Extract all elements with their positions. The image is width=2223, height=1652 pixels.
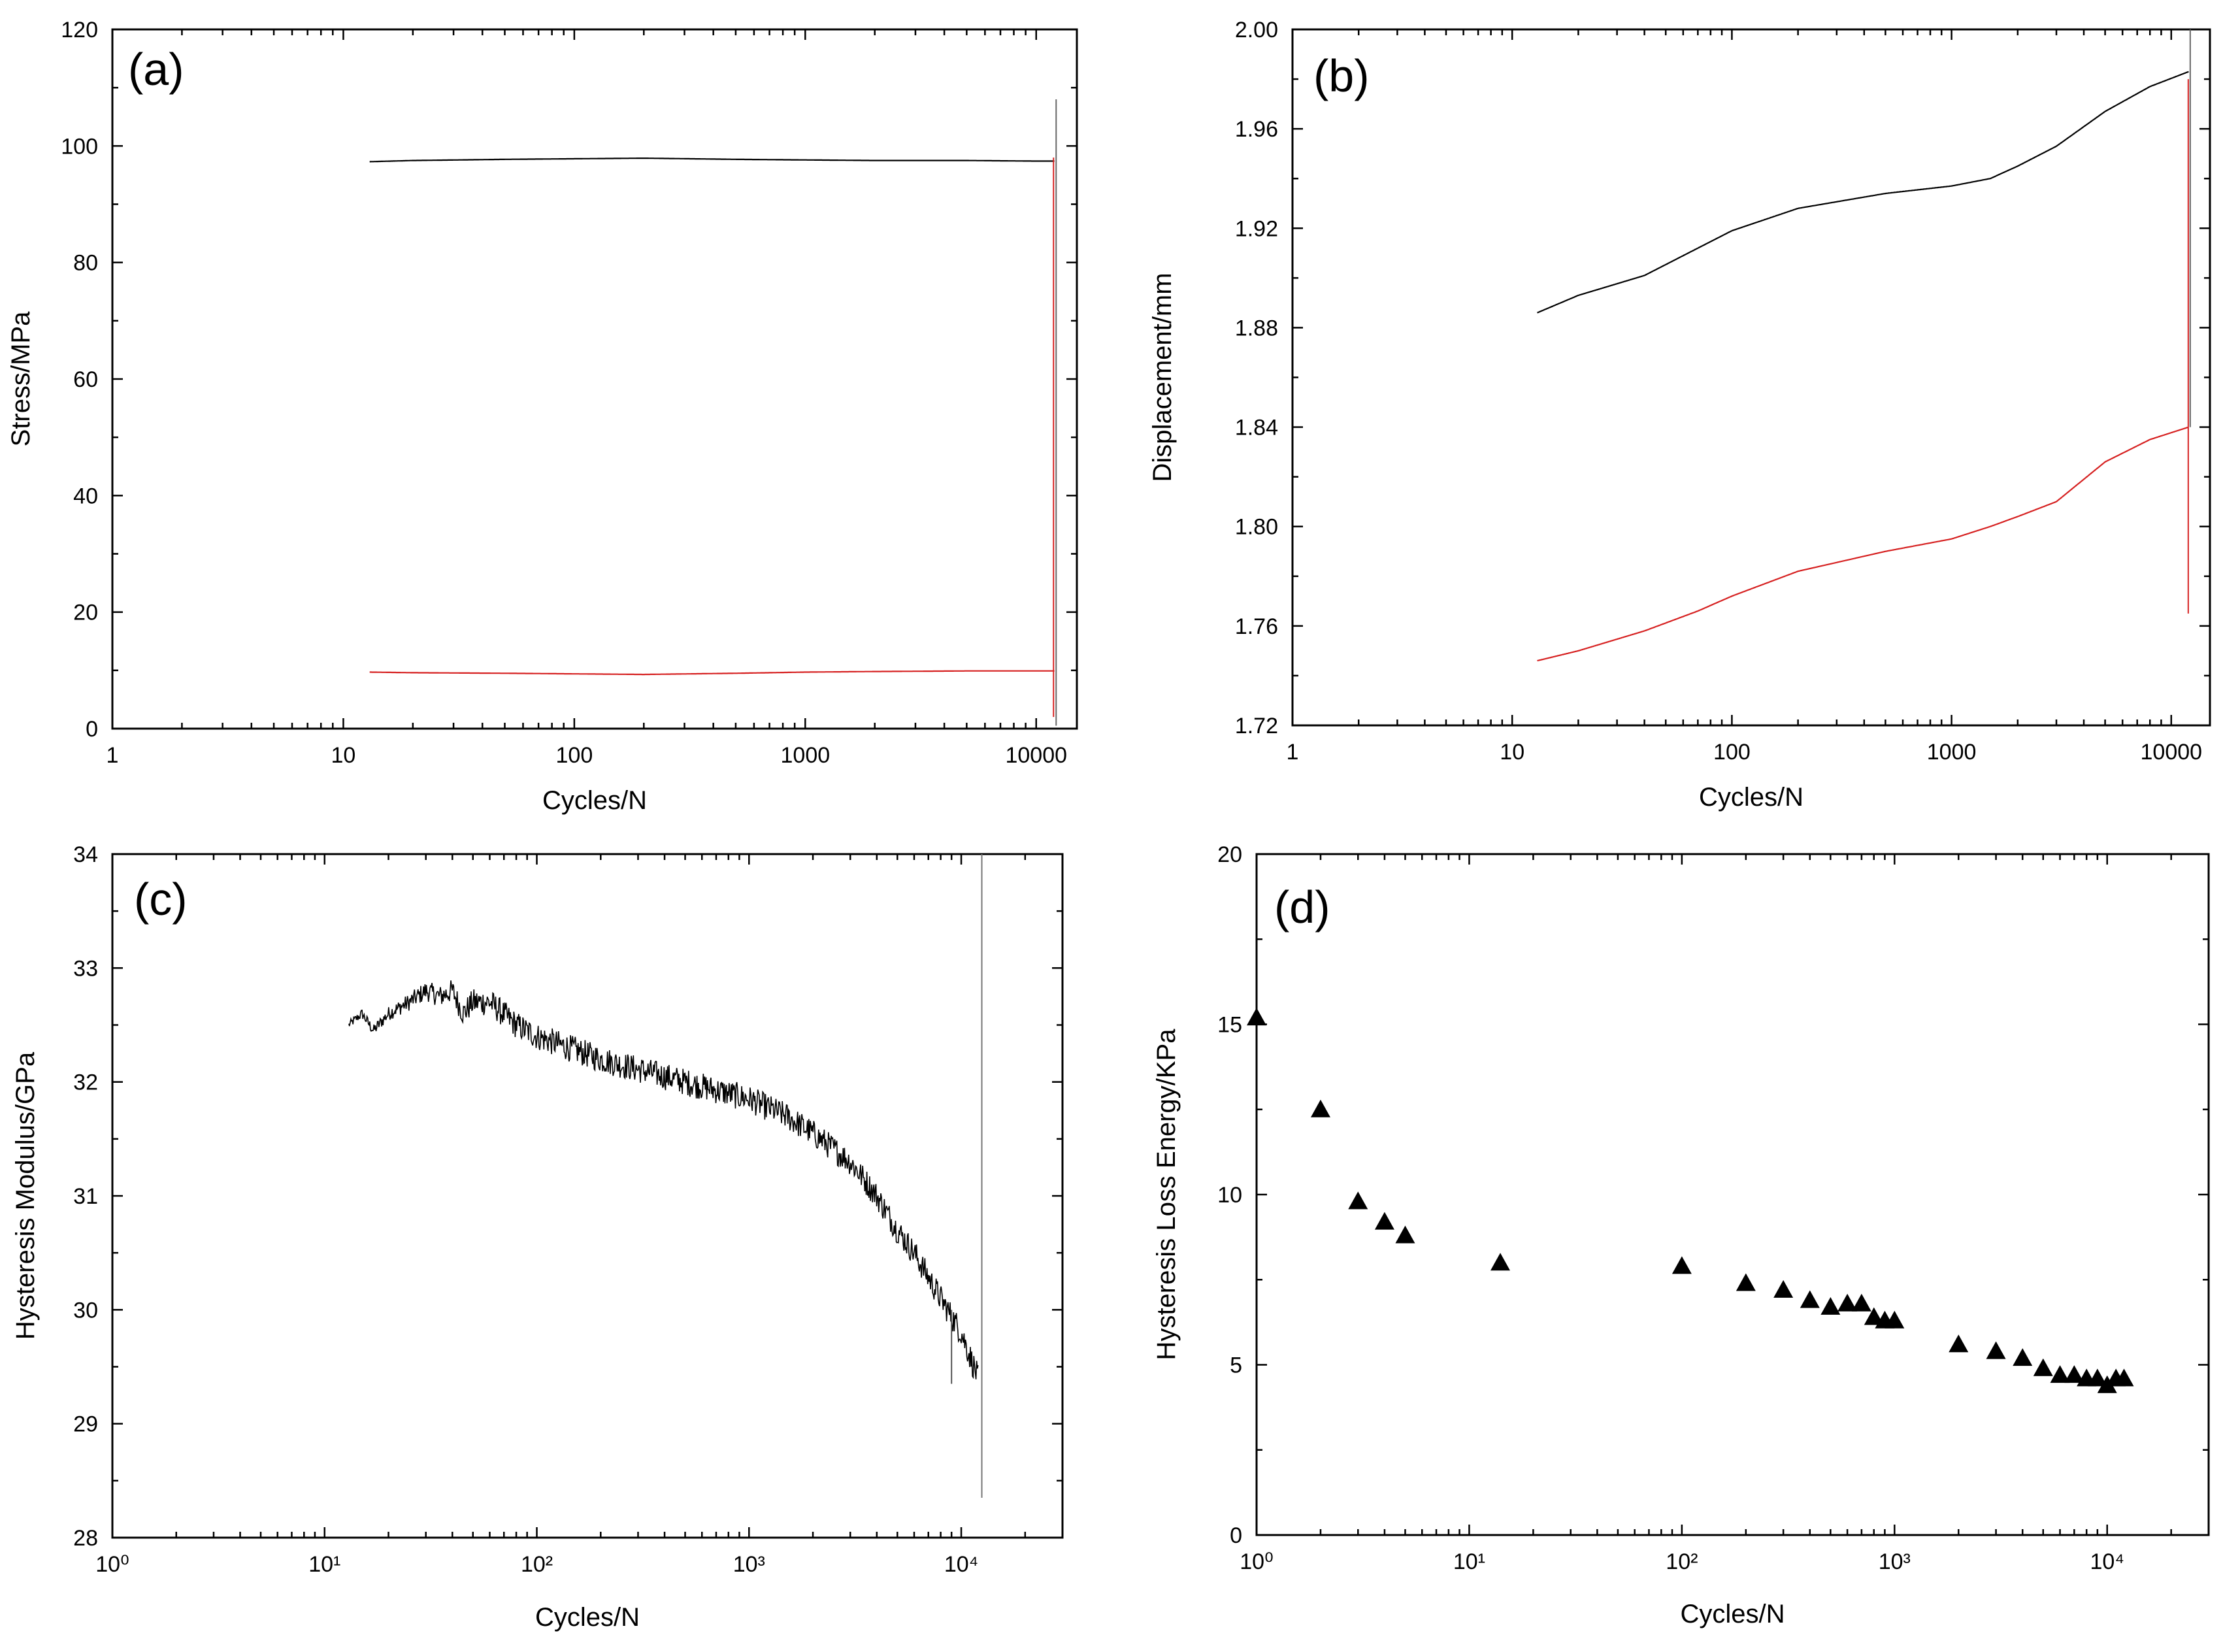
y-tick-label: 1.92 (1235, 216, 1278, 241)
x-tick-label: 1000 (781, 743, 831, 768)
data-point-triangle (2087, 1368, 2107, 1387)
x-tick-label: 10 (1500, 740, 1524, 765)
x-tick-label: 10¹ (1453, 1549, 1485, 1574)
panel-d-hysteresis-loss-energy: 10⁰ 10¹ 10² 10³ 10⁴ 0 5 10 15 20 Cycles/N Hysteresi… (1152, 842, 2210, 1628)
data-point-triangle (2097, 1375, 2117, 1393)
y-tick-label: 2.00 (1235, 18, 1278, 42)
x-tick-label: 10² (1666, 1549, 1698, 1574)
y-tick-label: 29 (73, 1412, 98, 1437)
y-tick-label: 1.76 (1235, 614, 1278, 639)
y-tick-label: 33 (73, 956, 98, 981)
series-line-1 (348, 980, 979, 1379)
panel-label: (b) (1313, 50, 1370, 101)
data-point-triangle (1773, 1280, 1794, 1298)
data-point-triangle (1490, 1253, 1510, 1271)
x-tick-label: 10 (331, 743, 356, 768)
data-point-triangle (2064, 1365, 2084, 1383)
data-point-triangle (1837, 1293, 1858, 1312)
y-tick-label: 34 (73, 842, 98, 867)
panel-label: (a) (128, 44, 184, 95)
panel-label: (d) (1274, 882, 1330, 933)
x-tick-label: 10⁴ (944, 1552, 978, 1577)
data-point-triangle (1864, 1307, 1884, 1325)
x-tick-label: 10⁴ (2090, 1549, 2124, 1574)
y-tick-label: 1.96 (1235, 117, 1278, 142)
y-axis-title: Displacement/mm (1148, 273, 1177, 482)
data-point-triangle (1800, 1290, 1820, 1308)
y-tick-label: 28 (73, 1526, 98, 1551)
data-point-triangle (1310, 1099, 1330, 1117)
y-tick-label: 5 (1230, 1353, 1242, 1378)
data-point-triangle (2013, 1348, 2033, 1366)
x-axis-title: Cycles/N (1699, 783, 1803, 812)
y-tick-label: 1.84 (1235, 416, 1278, 440)
data-point-triangle (1395, 1225, 1415, 1244)
y-tick-label: 30 (73, 1298, 98, 1323)
data-point-triangle (1851, 1293, 1871, 1312)
y-tick-label: 100 (61, 134, 98, 159)
data-point-triangle (1348, 1191, 1368, 1210)
y-axis-title: Stress/MPa (7, 311, 35, 446)
y-tick-label: 20 (73, 601, 98, 625)
series-line-2 (369, 670, 1055, 676)
data-point-triangle (1247, 1008, 1266, 1026)
data-point-triangle (2114, 1368, 2134, 1387)
panel-label: (c) (134, 874, 188, 925)
x-tick-label: 1 (1287, 740, 1299, 765)
x-tick-label: 10² (521, 1552, 553, 1577)
y-tick-label: 15 (1217, 1013, 1242, 1038)
y-tick-label: 10 (1217, 1183, 1242, 1208)
data-point-triangle (1986, 1341, 2006, 1359)
x-tick-label: 1000 (1927, 740, 1977, 765)
series-line-1 (1537, 71, 2189, 314)
data-point-triangle (1374, 1212, 1394, 1230)
y-tick-label: 60 (73, 367, 98, 392)
x-tick-label: 10⁰ (95, 1552, 129, 1577)
data-point-triangle (1671, 1256, 1692, 1274)
y-tick-label: 1.72 (1235, 714, 1278, 738)
x-tick-label: 10³ (1879, 1549, 1911, 1574)
y-tick-label: 120 (61, 18, 98, 42)
data-point-triangle (1736, 1273, 1756, 1291)
series-line-1 (369, 157, 1055, 163)
y-tick-label: 1.88 (1235, 316, 1278, 340)
y-axis-title: Hysteresis Modulus/GPa (11, 1051, 40, 1340)
y-tick-label: 0 (86, 717, 98, 742)
x-tick-label: 10³ (733, 1552, 765, 1577)
data-point-triangle (1820, 1297, 1841, 1315)
y-tick-label: 1.80 (1235, 515, 1278, 540)
x-tick-label: 10⁰ (1240, 1549, 1273, 1574)
x-tick-label: 10000 (2141, 740, 2203, 765)
data-point-triangle (1885, 1310, 1905, 1329)
y-tick-label: 20 (1217, 842, 1242, 867)
y-axis-title: Hysteresis Loss Energy/KPa (1152, 1029, 1181, 1361)
x-tick-label: 10000 (1005, 743, 1067, 768)
y-tick-label: 32 (73, 1070, 98, 1095)
panel-a-stress: 1 10 100 1000 10000 0 20 40 60 80 100 120 Cycles/N St… (7, 18, 1078, 815)
x-tick-label: 100 (1713, 740, 1751, 765)
x-axis-title: Cycles/N (535, 1603, 640, 1632)
data-point-triangle (1949, 1334, 1969, 1353)
y-tick-label: 40 (73, 484, 98, 508)
panel-c-hysteresis-modulus: 10⁰ 10¹ 10² 10³ 10⁴ 28 29 30 31 32 33 34 Cycles/N Hys… (11, 842, 1064, 1632)
data-point-triangle (2050, 1365, 2070, 1383)
x-tick-label: 1 (107, 743, 119, 768)
x-tick-label: 100 (556, 743, 593, 768)
panel-b-displacement: 1 10 100 1000 10000 1.72 1.76 1.80 1.84 1.88 1.92 1… (1148, 18, 2211, 812)
y-tick-label: 0 (1230, 1523, 1242, 1548)
y-tick-label: 31 (73, 1184, 98, 1209)
x-axis-title: Cycles/N (1680, 1600, 1785, 1628)
x-tick-label: 10¹ (308, 1552, 340, 1577)
y-tick-label: 80 (73, 251, 98, 276)
x-axis-title: Cycles/N (542, 786, 647, 815)
series-line-2 (1537, 426, 2189, 662)
data-point-triangle (2033, 1358, 2053, 1376)
